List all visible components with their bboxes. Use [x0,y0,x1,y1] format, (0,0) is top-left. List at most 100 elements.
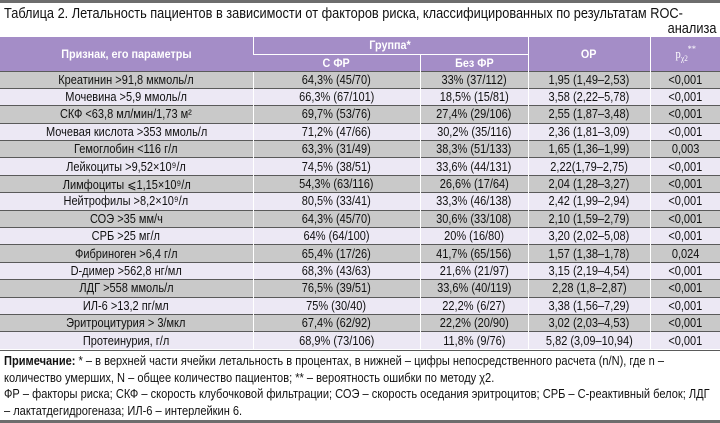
cell-without-rf: 18,5% (15/81) [419,87,528,106]
header-or: ОР [527,37,650,71]
cell-param: Мочевина >5,9 ммоль/л [0,87,253,106]
cell-param: Эритроцитурия > 3/мкл [0,313,253,332]
cell-param: СОЭ >35 мм/ч [0,209,253,228]
cell-with-rf: 66,3% (67/101) [252,87,420,106]
cell-param: Лейкоциты >9,52×10⁹/л [0,157,253,176]
table-row: Мочевая кислота >353 ммоль/л 71,2% (47/66… [0,122,720,141]
cell-without-rf: 33,6% (40/119) [419,279,528,298]
cell-p: <0,001 [649,209,720,228]
cell-p: <0,001 [649,192,720,211]
table-row: Креатинин >91,8 мкмоль/л 64,3% (45/70) 33%… [0,70,720,89]
cell-with-rf: 63,3% (31/49) [252,140,420,158]
notes-label: Примечание: [4,354,76,368]
cell-with-rf: 68,9% (73/106) [252,331,420,350]
cell-p: <0,001 [649,157,720,176]
cell-with-rf: 68,3% (43/63) [252,261,420,280]
cell-with-rf: 64% (64/100) [252,227,420,245]
table-row: Фибриноген >6,4 г/л 65,4% (17/26) 41,7% (6… [0,244,720,263]
table-notes: Примечание: * – в верхней части ячейки л… [4,353,712,419]
cell-with-rf: 75% (30/40) [252,296,420,315]
cell-or: 1,57 (1,38–1,78) [527,244,650,263]
cell-param: СРБ >25 мг/л [0,227,253,245]
notes-line1: * – в верхней части ячейки летальность в… [4,354,665,385]
cell-p: <0,001 [649,87,720,106]
notes-line2: ФР – факторы риска; СКФ – скорость клубо… [4,387,710,418]
cell-or: 2,22(1,79–2,75) [527,157,650,176]
cell-with-rf: 71,2% (47/66) [252,122,420,141]
table-row: Лимфоциты ⩽1,15×10⁹/л 54,3% (63/116) 26,6%… [0,174,720,193]
header-p: pχ2** [649,37,720,71]
cell-param: СКФ <63,8 мл/мин/1,73 м² [0,105,253,124]
table-row: Эритроцитурия > 3/мкл 67,4% (62/92) 22,2% … [0,313,720,332]
cell-without-rf: 22,2% (6/27) [419,296,528,315]
cell-without-rf: 22,2% (20/90) [419,313,528,332]
cell-p: <0,001 [649,313,720,332]
table-row: Мочевина >5,9 ммоль/л 66,3% (67/101) 18,5%… [0,87,720,106]
cell-without-rf: 26,6% (17/64) [419,174,528,193]
cell-or: 2,55 (1,87–3,48) [527,105,650,124]
cell-or: 5,82 (3,09–10,94) [527,331,650,350]
cell-p: <0,001 [649,279,720,298]
cell-param: Фибриноген >6,4 г/л [0,244,253,263]
cell-without-rf: 41,7% (65/156) [419,244,528,263]
cell-p: <0,001 [649,296,720,315]
table-row: СКФ <63,8 мл/мин/1,73 м² 69,7% (53/76) 27,… [0,105,720,124]
cell-p: 0,024 [649,244,720,263]
cell-p: <0,001 [649,174,720,193]
header-with-rf: С ФР [253,53,420,71]
cell-or: 1,65 (1,36–1,99) [527,140,650,158]
cell-param: Креатинин >91,8 мкмоль/л [0,70,253,89]
cell-or: 3,15 (2,19–4,54) [527,261,650,280]
cell-without-rf: 33% (37/112) [419,70,528,89]
cell-p: <0,001 [649,227,720,245]
table-row: Гемоглобин <116 г/л 63,3% (31/49) 38,3% (5… [0,140,720,158]
table-title: Таблица 2. Летальность пациентов в завис… [4,6,683,22]
cell-p: <0,001 [649,70,720,89]
cell-without-rf: 33,6% (44/131) [419,157,528,176]
cell-or: 2,36 (1,81–3,09) [527,122,650,141]
cell-p: <0,001 [649,105,720,124]
cell-with-rf: 69,7% (53/76) [252,105,420,124]
cell-or: 3,58 (2,22–5,78) [527,87,650,106]
header-group: Группа* [252,37,528,54]
cell-with-rf: 67,4% (62/92) [252,313,420,332]
cell-with-rf: 65,4% (17/26) [252,244,420,263]
cell-without-rf: 38,3% (51/133) [419,140,528,158]
header-param: Признак, его параметры [0,37,253,71]
cell-p: <0,001 [649,122,720,141]
cell-without-rf: 33,3% (46/138) [419,192,528,211]
cell-param: ИЛ-6 >13,2 пг/мл [0,296,253,315]
table-row: ИЛ-6 >13,2 пг/мл 75% (30/40) 22,2% (6/27) 3… [0,296,720,315]
cell-or: 2,28 (1,8–2,87) [527,279,650,298]
table-row: Протеинурия, г/л 68,9% (73/106) 11,8% (9/7… [0,331,720,350]
bottom-rule [0,420,720,423]
header-without-rf: Без ФР [419,53,528,71]
cell-p: <0,001 [649,261,720,280]
cell-with-rf: 74,5% (38/51) [252,157,420,176]
top-rule [0,0,720,3]
table-row: Лейкоциты >9,52×10⁹/л 74,5% (38/51) 33,6% … [0,157,720,176]
cell-param: Нейтрофилы >8,2×10⁹/л [0,192,253,211]
cell-with-rf: 76,5% (39/51) [252,279,420,298]
table-bottom-rule [0,350,720,351]
cell-param: ЛДГ >558 ммоль/л [0,279,253,298]
cell-or: 3,38 (1,56–7,29) [527,296,650,315]
cell-with-rf: 64,3% (45/70) [252,209,420,228]
table-row: D-димер >562,8 нг/мл 68,3% (43/63) 21,6% (… [0,261,720,280]
cell-p: 0,003 [649,140,720,158]
cell-without-rf: 27,4% (29/106) [419,105,528,124]
cell-or: 2,04 (1,28–3,27) [527,174,650,193]
cell-without-rf: 20% (16/80) [419,227,528,245]
cell-param: D-димер >562,8 нг/мл [0,261,253,280]
cell-or: 3,02 (2,03–4,53) [527,313,650,332]
cell-with-rf: 64,3% (45/70) [252,70,420,89]
cell-or: 2,42 (1,99–2,94) [527,192,650,211]
table-title-continuation: анализа [667,21,716,37]
cell-without-rf: 30,2% (35/116) [419,122,528,141]
table-row: СОЭ >35 мм/ч 64,3% (45/70) 30,6% (33/108) 2… [0,209,720,228]
cell-param: Лимфоциты ⩽1,15×10⁹/л [0,174,253,193]
table-row: Нейтрофилы >8,2×10⁹/л 80,5% (33/41) 33,3% … [0,192,720,211]
mortality-table: Признак, его параметры Группа* ОР pχ2** … [0,37,720,350]
cell-without-rf: 21,6% (21/97) [419,261,528,280]
cell-or: 1,95 (1,49–2,53) [527,70,650,89]
